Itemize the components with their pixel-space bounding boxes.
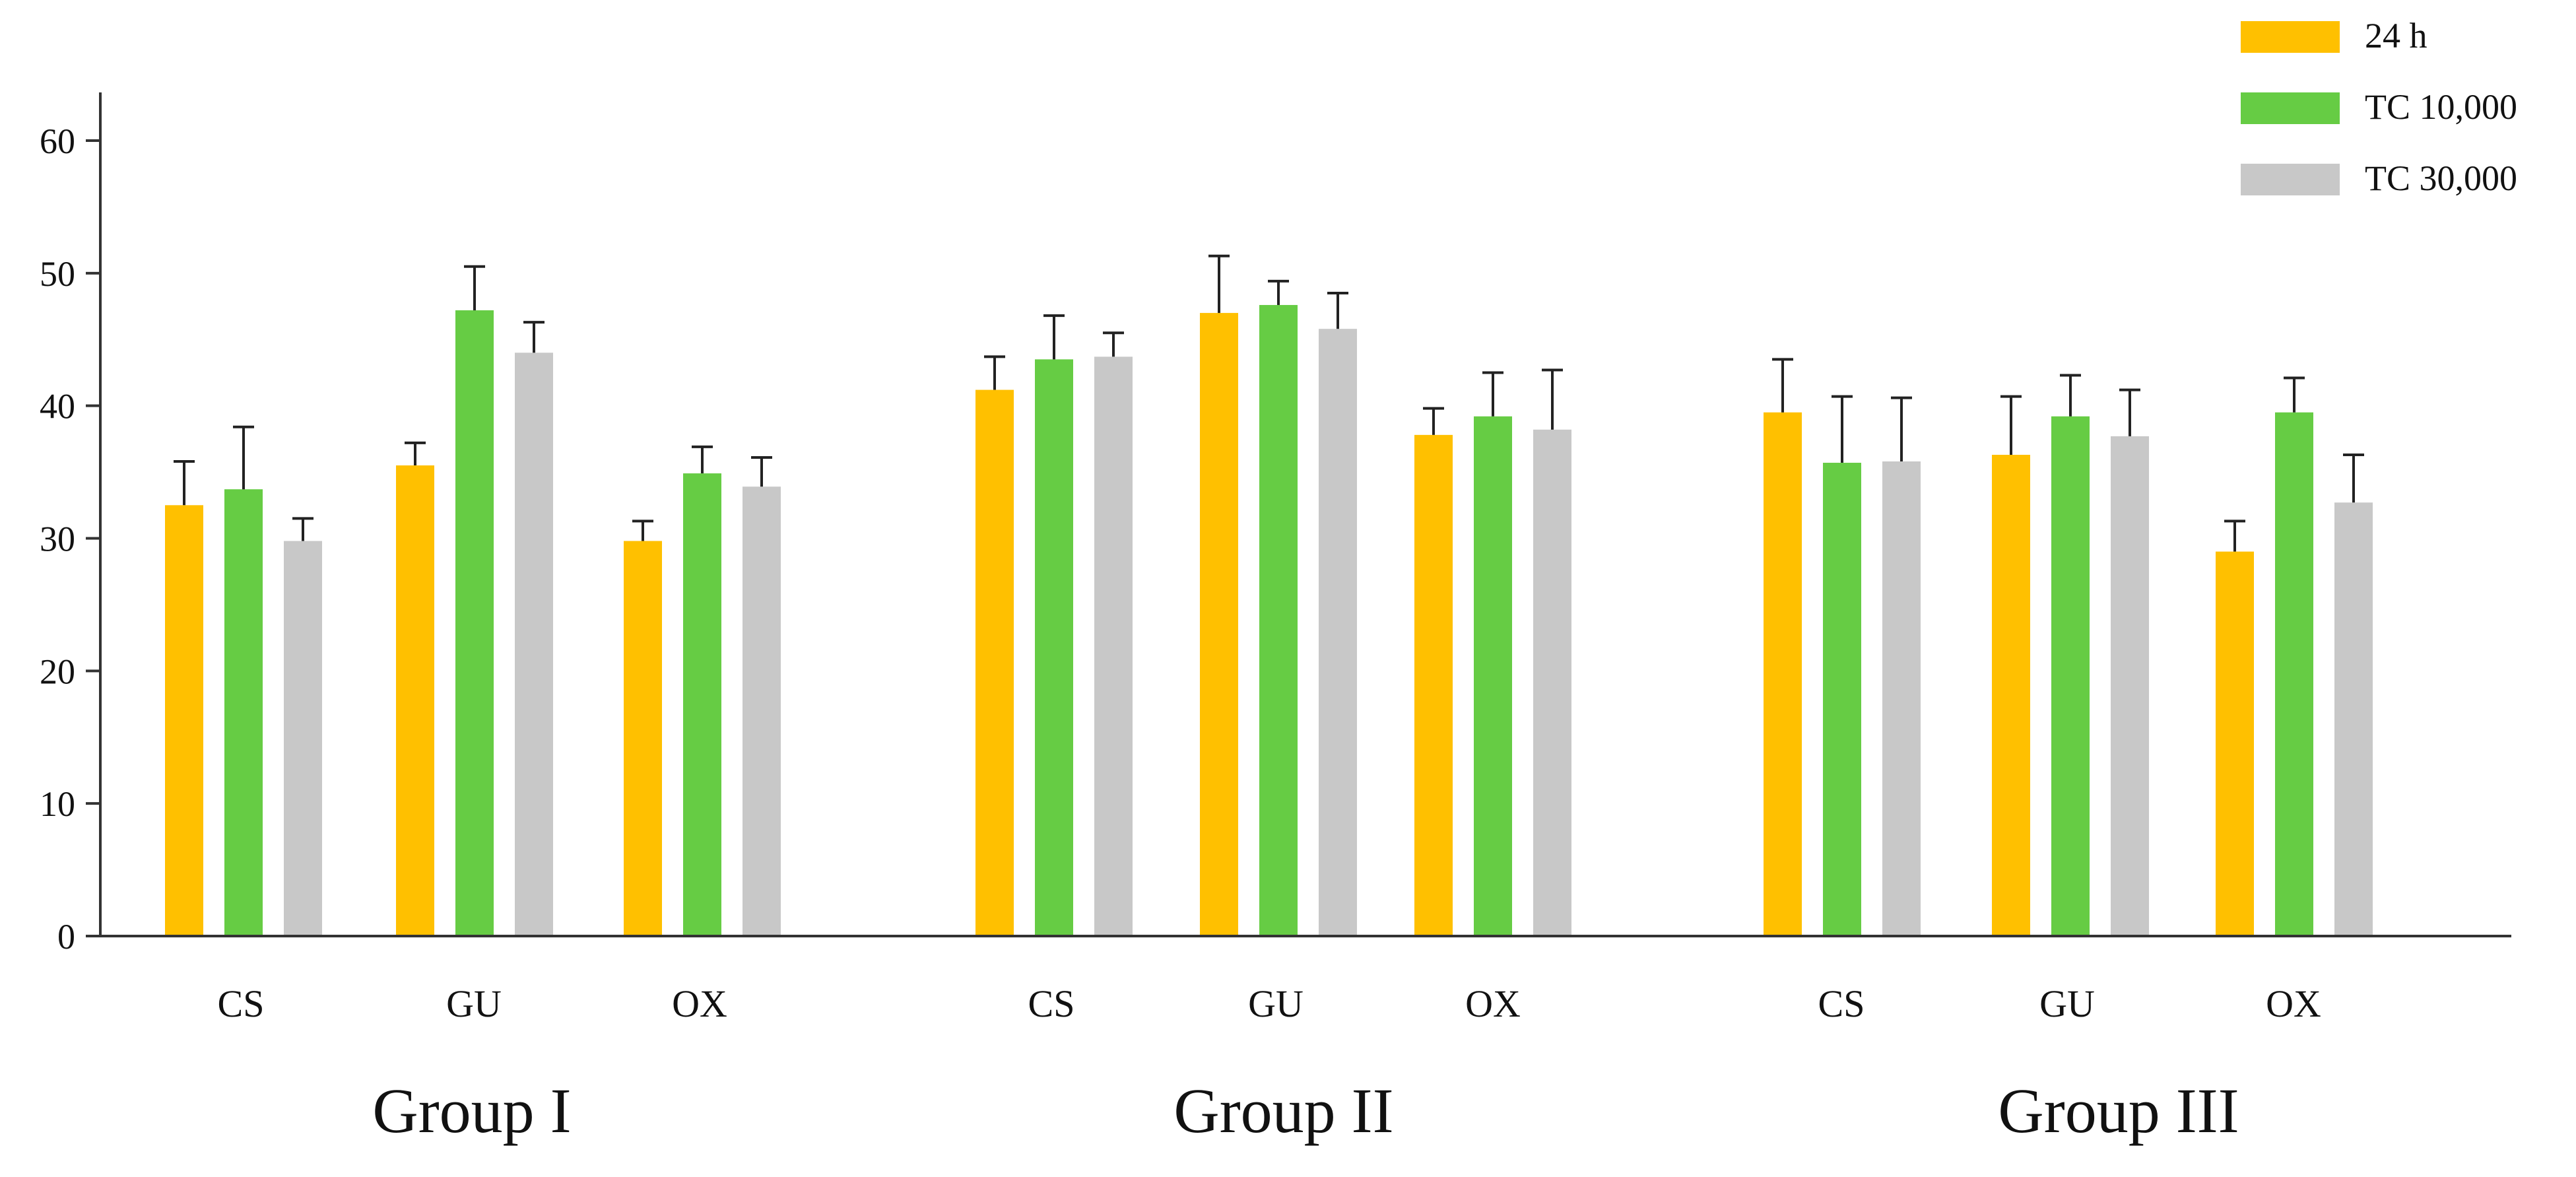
legend-swatch [2241,21,2340,53]
y-tick-label: 30 [40,520,75,559]
legend-label: TC 10,000 [2365,87,2517,127]
category-label: CS [1028,982,1075,1025]
category-label: GU [446,982,502,1025]
bar-group-ii-cs-series-2 [1035,359,1073,936]
y-tick-label: 20 [40,652,75,691]
bar-group-ii-cs-series-1 [975,389,1014,936]
bar-group-ii-gu-series-2 [1259,305,1298,936]
category-label: OX [672,982,727,1025]
bar-group-i-ox-series-3 [743,487,781,936]
legend-label: TC 30,000 [2365,158,2517,198]
bar-group-ii-gu-series-3 [1319,329,1357,936]
bar-group-ii-ox-series-1 [1414,434,1453,936]
bar-group-iii-gu-series-2 [2051,416,2090,936]
category-label: CS [1818,982,1865,1025]
group-label: Group I [372,1075,571,1146]
legend-label: 24 h [2365,16,2427,55]
y-tick-label: 40 [40,387,75,426]
category-label: GU [1248,982,1304,1025]
bar-group-iii-ox-series-1 [2216,551,2254,936]
category-label: OX [2266,982,2321,1025]
y-tick-label: 50 [40,254,75,294]
bar-group-i-gu-series-1 [396,465,434,936]
group-label: Group III [1998,1075,2239,1146]
bar-group-i-cs-series-1 [165,505,203,936]
bar-group-ii-ox-series-2 [1474,416,1512,936]
bar-group-ii-gu-series-1 [1200,313,1238,936]
bar-group-i-cs-series-3 [284,541,322,936]
bar-group-i-gu-series-2 [455,310,494,937]
y-tick-label: 10 [40,784,75,824]
bar-group-i-gu-series-3 [515,353,553,936]
bar-group-iii-cs-series-2 [1823,463,1861,936]
bar-group-i-ox-series-1 [624,541,662,936]
y-tick-label: 60 [40,121,75,161]
bar-group-iii-cs-series-3 [1882,461,1921,936]
y-tick-label: 0 [57,917,75,957]
bar-group-iii-gu-series-3 [2111,436,2149,936]
category-label: CS [218,982,265,1025]
bar-group-i-cs-series-2 [224,489,263,936]
category-label: OX [1465,982,1521,1025]
bar-group-ii-ox-series-3 [1533,429,1571,936]
legend-swatch [2241,164,2340,195]
bar-group-i-ox-series-2 [683,473,721,936]
bar-group-iii-gu-series-1 [1992,454,2030,936]
bar-group-iii-cs-series-1 [1764,412,1802,936]
bar-group-ii-cs-series-3 [1094,356,1133,936]
bar-group-iii-ox-series-2 [2275,412,2313,936]
group-label: Group II [1173,1075,1393,1146]
bar-group-iii-ox-series-3 [2334,502,2373,936]
category-label: GU [2039,982,2095,1025]
legend-swatch [2241,92,2340,124]
